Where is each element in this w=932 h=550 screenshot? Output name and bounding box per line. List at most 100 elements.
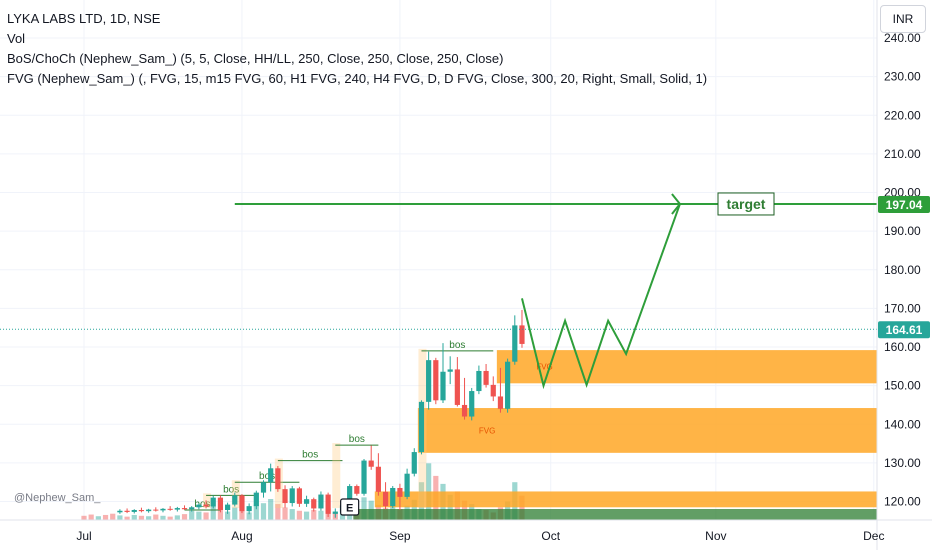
earnings-marker-label: E [346, 503, 353, 515]
candle-body [296, 488, 302, 504]
price-tick-label: 150.00 [884, 379, 921, 393]
bos-highlight [332, 443, 341, 508]
candle-body [368, 460, 374, 467]
candle-body [418, 401, 425, 453]
volume-bar [196, 511, 202, 520]
candle-body [490, 384, 496, 397]
fvg-label: FVG [536, 363, 552, 372]
candle-body [203, 504, 209, 507]
currency-button[interactable]: INR [880, 5, 926, 33]
price-tick-label: 220.00 [884, 108, 921, 122]
volume-bar [81, 515, 87, 520]
candle-body [217, 497, 224, 510]
candle-body [354, 486, 360, 494]
fvg-zone [496, 350, 877, 384]
volume-bar [203, 512, 209, 520]
time-tick-label: Nov [705, 529, 726, 543]
candle-body [153, 509, 159, 511]
volume-indicator-label[interactable]: Vol [7, 31, 26, 46]
bos-label: bos [349, 434, 365, 445]
bos-label: bos [223, 484, 239, 495]
price-tick-label: 230.00 [884, 70, 921, 84]
volume-bar [189, 510, 195, 520]
candle-body [131, 509, 137, 512]
fvg-indicator-label[interactable]: FVG (Nephew_Sam_) (, FVG, 15, m15 FVG, 6… [7, 71, 708, 86]
bos-highlight [203, 493, 212, 508]
candle-body [454, 369, 460, 405]
candle-body [461, 404, 468, 417]
candle-body [275, 468, 281, 490]
volume-bar [318, 510, 324, 520]
volume-bar [289, 509, 295, 520]
time-tick-label: Aug [231, 529, 252, 543]
candle-body [433, 360, 439, 401]
candle-body [476, 370, 482, 392]
candle-body [447, 369, 453, 372]
time-tick-label: Oct [541, 529, 560, 543]
volume-bar [217, 509, 224, 520]
volume-bar [174, 515, 180, 520]
volume-bar [275, 504, 281, 520]
bos-label: bos [449, 340, 465, 351]
volume-bar [95, 516, 101, 520]
fvg-zone [417, 408, 877, 453]
price-tick-label: 180.00 [884, 263, 921, 277]
candle-body [239, 495, 245, 512]
candle-body [196, 504, 202, 508]
volume-bar [225, 511, 231, 520]
bos-highlight [231, 480, 240, 508]
fvg-zone [374, 491, 877, 508]
candle-body [225, 504, 231, 510]
candle-body [189, 507, 195, 510]
bos-label: bos [302, 450, 318, 461]
volume-bar [246, 512, 252, 520]
candle-body [347, 486, 353, 506]
candle-body [440, 371, 446, 401]
candle-body [146, 509, 152, 512]
volume-bar [361, 497, 367, 520]
price-tick-label: 190.00 [884, 224, 921, 238]
volume-bar [303, 511, 310, 520]
volume-band [353, 509, 877, 520]
candlesticks: E [117, 309, 525, 518]
time-tick-label: Jul [76, 529, 91, 543]
candle-body [174, 508, 180, 510]
candle-body [411, 452, 417, 474]
price-tick-label: 120.00 [884, 495, 921, 509]
candle-body [289, 488, 295, 504]
author-watermark: @Nephew_Sam_ [14, 492, 101, 504]
candle-body [167, 508, 173, 510]
candle-body [268, 468, 274, 483]
price-tick-label: 170.00 [884, 301, 921, 315]
bos-label: bos [259, 471, 275, 482]
candle-body [124, 510, 130, 512]
volume-bar [110, 513, 116, 520]
symbol-title: LYKA LABS LTD, 1D, NSE [7, 11, 161, 26]
volume-bar [131, 514, 137, 520]
candle-body [397, 487, 403, 497]
candle-body [303, 499, 310, 504]
time-axis: Jul Aug Sep Oct Nov Dec [0, 519, 932, 543]
candle-body [361, 460, 367, 494]
volume-bar [447, 494, 453, 520]
volume-bar [138, 515, 145, 520]
current-price-tag: 164.61 [886, 323, 923, 337]
candle-body [375, 466, 381, 492]
volume-bar [311, 509, 317, 520]
volume-bar [181, 514, 188, 520]
price-axis: 120.00 130.00 140.00 150.00 160.00 170.00 180.… [876, 0, 930, 550]
candle-body [390, 487, 396, 507]
price-tick-label: 140.00 [884, 417, 921, 431]
projection-path [521, 203, 681, 390]
candle-body [332, 511, 338, 514]
volume-bar [268, 499, 274, 520]
candle-body [210, 497, 216, 507]
bos-indicator-label[interactable]: BoS/ChoCh (Nephew_Sam_) (5, 5, Close, HH… [7, 51, 504, 66]
price-tick-label: 160.00 [884, 340, 921, 354]
target-label: target [727, 196, 766, 212]
candle-body [181, 508, 188, 510]
volume-bar [153, 514, 159, 520]
candle-body [426, 360, 432, 402]
volume-bar [253, 504, 259, 520]
